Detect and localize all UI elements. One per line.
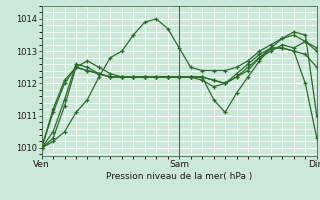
X-axis label: Pression niveau de la mer( hPa ): Pression niveau de la mer( hPa ) [106,172,252,181]
